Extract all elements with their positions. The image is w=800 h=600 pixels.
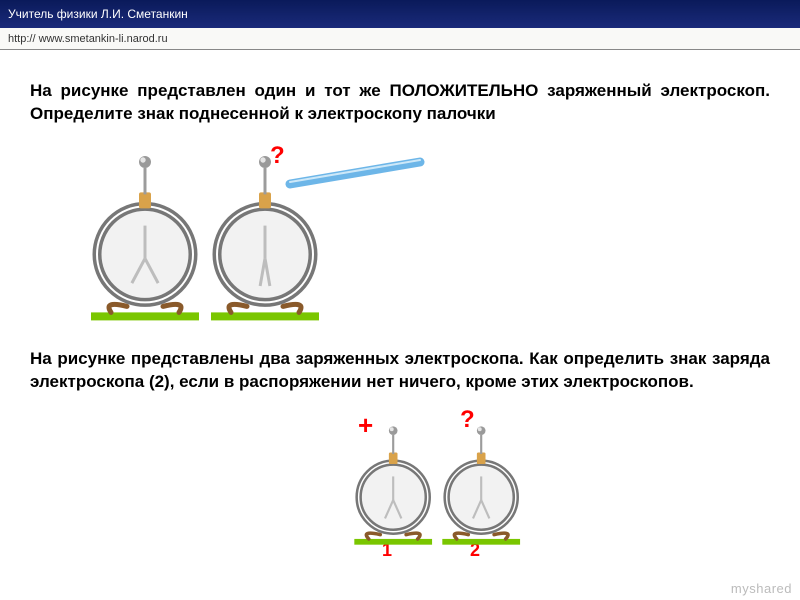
figure-2: + ? 1 2 (30, 400, 770, 570)
question-1: На рисунке представлен один и тот же ПОЛ… (30, 80, 770, 126)
question-2: На рисунке представлены два заряженных э… (30, 348, 770, 394)
header-bar: Учитель физики Л.И. Сметанкин (0, 0, 800, 28)
header-title: Учитель физики Л.И. Сметанкин (8, 7, 188, 21)
charged-rod-icon (30, 132, 450, 212)
url-text: http:// www.smetankin-li.narod.ru (8, 33, 168, 45)
electroscope-icon (350, 422, 436, 557)
watermark: myshared (731, 581, 792, 596)
figure-1: ? (30, 132, 770, 332)
slide-content: На рисунке представлен один и тот же ПОЛ… (0, 50, 800, 600)
url-bar: http:// www.smetankin-li.narod.ru (0, 28, 800, 50)
electroscope-icon (438, 422, 524, 557)
